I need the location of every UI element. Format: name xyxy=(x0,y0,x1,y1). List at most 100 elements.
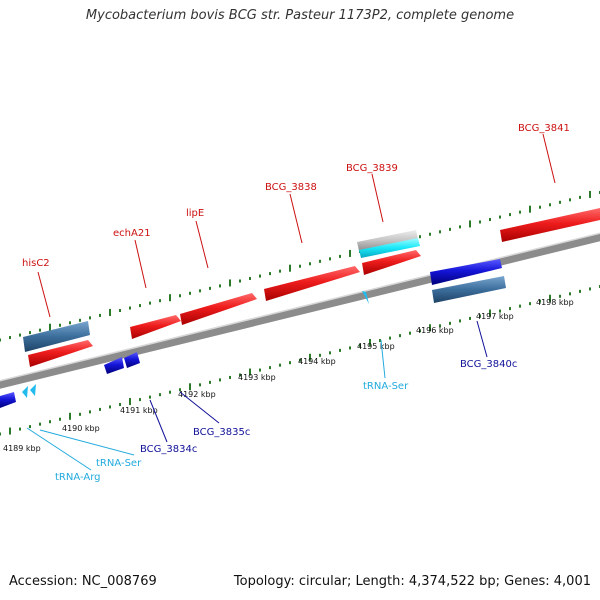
major-tick xyxy=(69,412,71,420)
minor-tick xyxy=(419,329,421,333)
minor-tick xyxy=(489,218,491,222)
label-hisC2[interactable]: hisC2 xyxy=(22,258,50,269)
minor-tick xyxy=(459,319,461,323)
minor-tick xyxy=(89,410,91,414)
minor-tick xyxy=(499,215,501,219)
trna-ser-marker[interactable] xyxy=(30,384,36,396)
trna-arg-marker[interactable] xyxy=(22,386,28,398)
gene-BCG_3835c[interactable] xyxy=(124,352,140,368)
minor-tick xyxy=(39,422,41,426)
minor-tick xyxy=(299,358,301,362)
minor-tick xyxy=(59,417,61,421)
scale-label: 4189 kbp xyxy=(3,444,41,453)
minor-tick xyxy=(289,361,291,365)
minor-tick xyxy=(99,407,101,411)
label-BCG_3834c[interactable]: BCG_3834c xyxy=(140,444,197,455)
gene-BCG_3840c[interactable] xyxy=(430,259,502,285)
gene-echA21[interactable] xyxy=(130,315,181,339)
cds-box-BCG_3839[interactable] xyxy=(357,230,418,251)
minor-tick xyxy=(29,425,31,429)
major-tick xyxy=(589,190,591,198)
major-tick xyxy=(489,309,491,317)
trna-box-BCG_3839[interactable] xyxy=(359,238,420,258)
scale-label: 4195 kbp xyxy=(357,342,395,351)
leader-line xyxy=(476,320,488,358)
label-BCG_3841[interactable]: BCG_3841 xyxy=(518,123,570,134)
label-BCG_3840c[interactable]: BCG_3840c xyxy=(460,359,517,370)
minor-tick xyxy=(439,324,441,328)
minor-tick xyxy=(299,264,301,268)
leader-line xyxy=(149,399,168,443)
major-tick xyxy=(229,279,231,287)
label-BCG_3839[interactable]: BCG_3839 xyxy=(346,163,398,174)
gene-BCG_3834c[interactable] xyxy=(104,357,124,374)
leader-line xyxy=(380,339,386,379)
minor-tick xyxy=(249,277,251,281)
minor-tick xyxy=(149,395,151,399)
minor-tick xyxy=(309,262,311,266)
cds-box-BCG_3840c[interactable] xyxy=(432,276,506,303)
forward-genes xyxy=(28,208,600,367)
minor-tick xyxy=(439,230,441,234)
major-tick xyxy=(49,323,51,331)
minor-tick xyxy=(509,213,511,217)
minor-tick xyxy=(149,301,151,305)
minor-tick xyxy=(589,287,591,291)
label-BCG_3835c[interactable]: BCG_3835c xyxy=(193,427,250,438)
label-echA21[interactable]: echA21 xyxy=(113,228,151,239)
gene-BCG_3839[interactable] xyxy=(362,250,421,275)
minor-tick xyxy=(479,314,481,318)
minor-tick xyxy=(239,373,241,377)
minor-tick xyxy=(179,388,181,392)
label-tRNA-Ser[interactable]: tRNA-Ser xyxy=(96,458,142,469)
scale-label: 4197 kbp xyxy=(476,312,514,321)
minor-tick xyxy=(79,412,81,416)
minor-tick xyxy=(339,348,341,352)
scale-labels: 4189 kbp 4190 kbp 4191 kbp 4192 kbp 4193… xyxy=(3,298,574,453)
reverse-genes xyxy=(0,259,506,408)
minor-tick xyxy=(319,353,321,357)
minor-tick xyxy=(129,306,131,310)
major-tick xyxy=(469,220,471,228)
minor-tick xyxy=(569,292,571,296)
gene-lipE[interactable] xyxy=(180,293,257,325)
minor-tick xyxy=(449,227,451,231)
minor-tick xyxy=(99,313,101,317)
minor-tick xyxy=(29,331,31,335)
minor-tick xyxy=(169,390,171,394)
leader-line xyxy=(26,427,92,471)
trna-labels: tRNA-Arg tRNA-Ser tRNA-Ser xyxy=(26,339,409,483)
minor-tick xyxy=(199,383,201,387)
scale-label: 4192 kbp xyxy=(178,390,216,399)
cds-box-hisC2[interactable] xyxy=(23,321,90,352)
minor-tick xyxy=(279,269,281,273)
gene-BCG_3838[interactable] xyxy=(264,266,360,301)
gene-BCG_3841[interactable] xyxy=(500,208,600,242)
minor-tick xyxy=(359,343,361,347)
minor-tick xyxy=(339,254,341,258)
reverse-gene-labels: BCG_3834c BCG_3835c BCG_3840c xyxy=(140,320,517,455)
major-tick xyxy=(549,294,551,302)
minor-tick xyxy=(519,210,521,214)
minor-tick xyxy=(259,368,261,372)
minor-tick xyxy=(109,405,111,409)
major-tick xyxy=(429,324,431,332)
accession-text: Accession: NC_008769 xyxy=(9,574,157,589)
leader-line xyxy=(195,220,209,269)
minor-tick xyxy=(579,195,581,199)
label-tRNA-Arg[interactable]: tRNA-Arg xyxy=(55,472,100,483)
tick-track-lower xyxy=(0,284,600,436)
major-tick xyxy=(169,294,171,302)
minor-tick xyxy=(529,302,531,306)
label-tRNA-Ser-2[interactable]: tRNA-Ser xyxy=(363,381,409,392)
minor-tick xyxy=(269,272,271,276)
gene-left-edge[interactable] xyxy=(0,392,16,408)
trna-ser-marker-2[interactable] xyxy=(362,291,369,304)
major-tick xyxy=(129,398,131,406)
label-BCG_3838[interactable]: BCG_3838 xyxy=(265,182,317,193)
minor-tick xyxy=(259,274,261,278)
minor-tick xyxy=(429,232,431,236)
label-lipE[interactable]: lipE xyxy=(186,208,204,219)
gene-hisC2[interactable] xyxy=(28,340,93,367)
